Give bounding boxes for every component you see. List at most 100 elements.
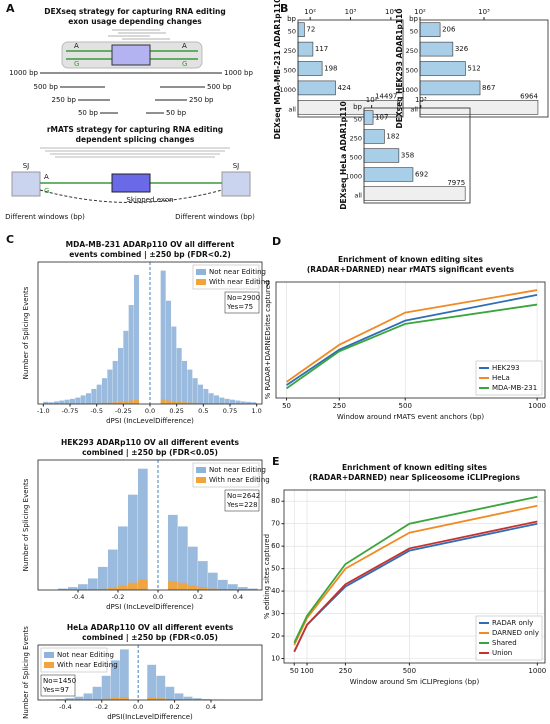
diagram: DEXseq strategy for capturing RNA editin… xyxy=(5,7,255,221)
histogram-bar xyxy=(251,402,257,404)
histogram-bar xyxy=(168,581,178,590)
histogram-bar xyxy=(56,699,66,700)
diagram-title: DEXseq strategy for capturing RNA editin… xyxy=(44,7,225,16)
histogram-bar xyxy=(118,585,128,590)
axes-frame xyxy=(37,644,263,701)
y-axis-label: DEXseq HeLa ADAR1p110 xyxy=(339,101,348,209)
histogram-bar xyxy=(134,399,140,404)
histogram-bar xyxy=(218,589,228,590)
category-label: 1000 xyxy=(345,173,362,181)
histogram-bar xyxy=(102,378,108,404)
panel-label: E xyxy=(272,455,280,468)
x-tick-label: 250 xyxy=(339,667,352,675)
histogram-bar xyxy=(138,579,148,590)
series-line xyxy=(293,520,538,653)
y-tick-label: 10 xyxy=(271,655,280,663)
annotation: No=1450 xyxy=(43,677,76,685)
x-tick-label: 10² xyxy=(304,8,316,16)
histogram-bar xyxy=(91,388,97,404)
value-label: 206 xyxy=(442,26,456,34)
histogram-bar xyxy=(110,697,120,700)
histogram-bar xyxy=(176,348,182,404)
histogram-bar xyxy=(96,403,102,404)
x-tick-label: 50 xyxy=(282,402,291,410)
value-label: 512 xyxy=(467,65,480,73)
legend-label: With near Editing xyxy=(57,661,118,669)
histogram-bar xyxy=(107,402,113,404)
x-tick-label: 10³ xyxy=(345,8,357,16)
histogram-bar xyxy=(101,698,111,700)
category-label: 50 xyxy=(288,28,296,36)
legend-label: HEK293 xyxy=(492,364,520,372)
annotation: Yes=97 xyxy=(42,686,69,694)
histogram-bar xyxy=(112,360,118,404)
histogram-bar xyxy=(108,587,118,590)
value-label: 692 xyxy=(415,171,428,179)
histogram-bar xyxy=(92,686,102,700)
bar xyxy=(297,61,323,76)
series-line xyxy=(286,294,538,386)
histogram-bar xyxy=(188,546,198,590)
histogram-bar xyxy=(118,401,124,404)
bar xyxy=(363,148,400,163)
window-label: Different windows (bp) xyxy=(175,213,255,221)
x-tick-label: 1000 xyxy=(528,402,546,410)
histogram-bar xyxy=(230,399,236,404)
x-tick-label: 0.4 xyxy=(206,703,216,711)
bar xyxy=(419,61,466,76)
read-lines xyxy=(108,29,170,40)
category-header: bp xyxy=(409,15,418,23)
x-tick-label: 500 xyxy=(403,667,416,675)
histogram-bar xyxy=(192,402,198,404)
histogram-bar xyxy=(54,401,60,404)
histogram-bar xyxy=(88,578,98,590)
axes-frame xyxy=(37,459,263,591)
y-axis-label: Number of Splicing Events xyxy=(22,286,30,379)
histogram-bar xyxy=(192,698,202,700)
annotation-box xyxy=(224,291,260,314)
exon xyxy=(111,44,151,66)
value-label: 107 xyxy=(375,114,388,122)
legend-swatch xyxy=(196,269,206,275)
y-axis-label: % RADAR+DARNEDsites captured xyxy=(264,281,272,400)
x-axis-label: Window around Sm iCLIPregions (bp) xyxy=(350,678,480,686)
category-label: 1000 xyxy=(279,86,296,94)
y-tick-label: 30 xyxy=(271,610,280,618)
x-tick-label: 10² xyxy=(414,8,426,16)
window-label: 500 bp xyxy=(34,83,59,91)
histogram-bar xyxy=(78,584,88,590)
histogram-bar xyxy=(70,398,76,404)
histogram-bar xyxy=(160,270,166,404)
legend-label: Not near Editing xyxy=(209,466,266,474)
y-axis-label: DEXseq MDA-MB-231 ADAR1p110 xyxy=(273,0,282,139)
allele: A xyxy=(182,42,187,50)
chart-title: MDA-MB-231 ADARp110 OV all different xyxy=(66,240,235,249)
x-tick-label: 10³ xyxy=(478,8,490,16)
histogram-bar xyxy=(228,584,238,590)
chart-title: (RADAR+DARNED) near Spliceosome iCLIPreg… xyxy=(309,473,520,482)
x-tick-label: -0.4 xyxy=(72,593,85,601)
category-label: 50 xyxy=(410,28,418,36)
x-tick-label: 100 xyxy=(300,667,313,675)
annotation: Yes=228 xyxy=(226,501,258,509)
chart-title: combined | ±250 bp (FDR<0.05) xyxy=(82,448,218,458)
x-tick-label: 500 xyxy=(399,402,412,410)
legend-label: Not near Editing xyxy=(57,651,114,659)
category-label: all xyxy=(354,192,362,200)
allele: G xyxy=(44,187,49,195)
histogram-bar xyxy=(198,384,204,404)
x-tick-label: 0.25 xyxy=(169,407,183,415)
y-tick-label: 80 xyxy=(271,497,280,505)
x-tick-label: 0.4 xyxy=(233,593,243,601)
histogram-bar xyxy=(160,399,166,404)
axes-frame xyxy=(37,261,263,405)
value-label: 14497 xyxy=(375,93,397,101)
histogram-bar xyxy=(98,566,108,590)
panel-label: D xyxy=(272,235,281,248)
bar xyxy=(419,22,441,37)
histogram-bar xyxy=(208,393,214,404)
x-tick-label: -0.2 xyxy=(95,703,108,711)
x-tick-label: 10² xyxy=(366,96,378,104)
annotation: Yes=75 xyxy=(226,303,253,311)
